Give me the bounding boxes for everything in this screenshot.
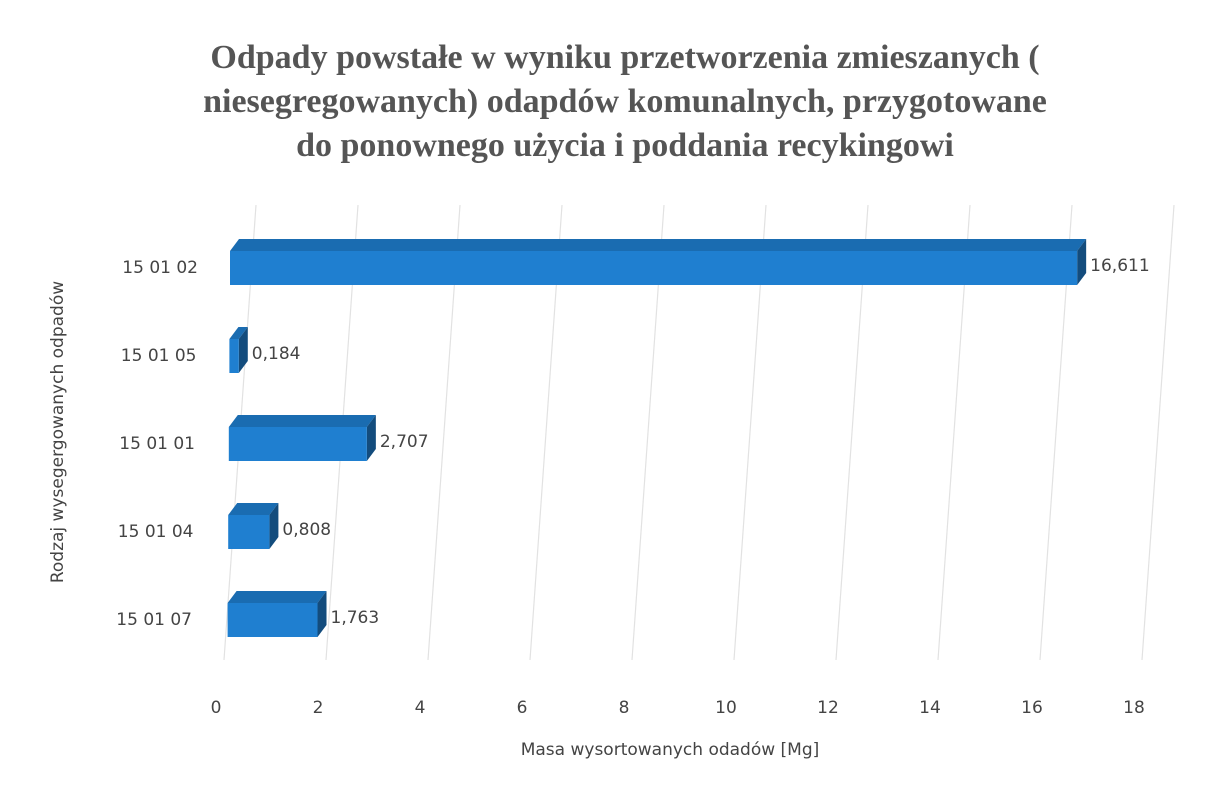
value-label: 0,808 [282, 520, 331, 540]
bar-front [230, 251, 1078, 285]
chart-title: Odpady powstałe w wyniku przetworzenia z… [210, 39, 1039, 76]
x-tick-label: 2 [313, 698, 324, 718]
value-label: 16,611 [1090, 256, 1149, 276]
bar-side [366, 415, 376, 461]
bar-top [228, 503, 279, 515]
bar-side [317, 591, 327, 637]
bar [229, 327, 248, 373]
x-tick-label: 4 [415, 698, 426, 718]
bar-front [229, 339, 239, 373]
x-tick-label: 0 [211, 698, 222, 718]
bar [228, 503, 279, 549]
x-tick-label: 12 [817, 698, 839, 718]
x-tick-label: 18 [1123, 698, 1145, 718]
bar-side [1077, 239, 1087, 285]
grid-line [1141, 204, 1175, 661]
x-tick-label: 6 [517, 698, 528, 718]
value-label: 2,707 [380, 432, 429, 452]
x-axis-label: Masa wysortowanych odadów [Mg] [521, 740, 820, 760]
y-tick-label: 15 01 07 [116, 610, 192, 630]
y-tick-label: 15 01 01 [119, 434, 195, 454]
x-tick-label: 14 [919, 698, 941, 718]
x-tick-label: 8 [619, 698, 630, 718]
bar-top [227, 591, 327, 603]
bar-front [228, 515, 270, 549]
value-label: 0,184 [252, 344, 301, 364]
x-tick-label: 16 [1021, 698, 1043, 718]
bar [227, 591, 327, 637]
bar-side [269, 503, 279, 549]
x-tick-label: 10 [715, 698, 737, 718]
bar-top [229, 327, 248, 339]
value-label: 1,763 [331, 608, 380, 628]
chart-title: niesegregowanych) odapdów komunalnych, p… [203, 83, 1047, 120]
y-axis-label: Rodzaj wysegergowanych odpadów [48, 281, 68, 583]
bar [230, 239, 1087, 285]
y-tick-label: 15 01 05 [121, 346, 197, 366]
bar-side [238, 327, 248, 373]
bar-top [228, 415, 376, 427]
y-tick-label: 15 01 04 [118, 522, 194, 542]
bar-top [230, 239, 1087, 251]
bar-front [228, 427, 367, 461]
y-tick-label: 15 01 02 [122, 258, 198, 278]
chart-title: do ponownego użycia i poddania recykingo… [296, 127, 954, 164]
bar-front [227, 603, 318, 637]
bar [228, 415, 376, 461]
